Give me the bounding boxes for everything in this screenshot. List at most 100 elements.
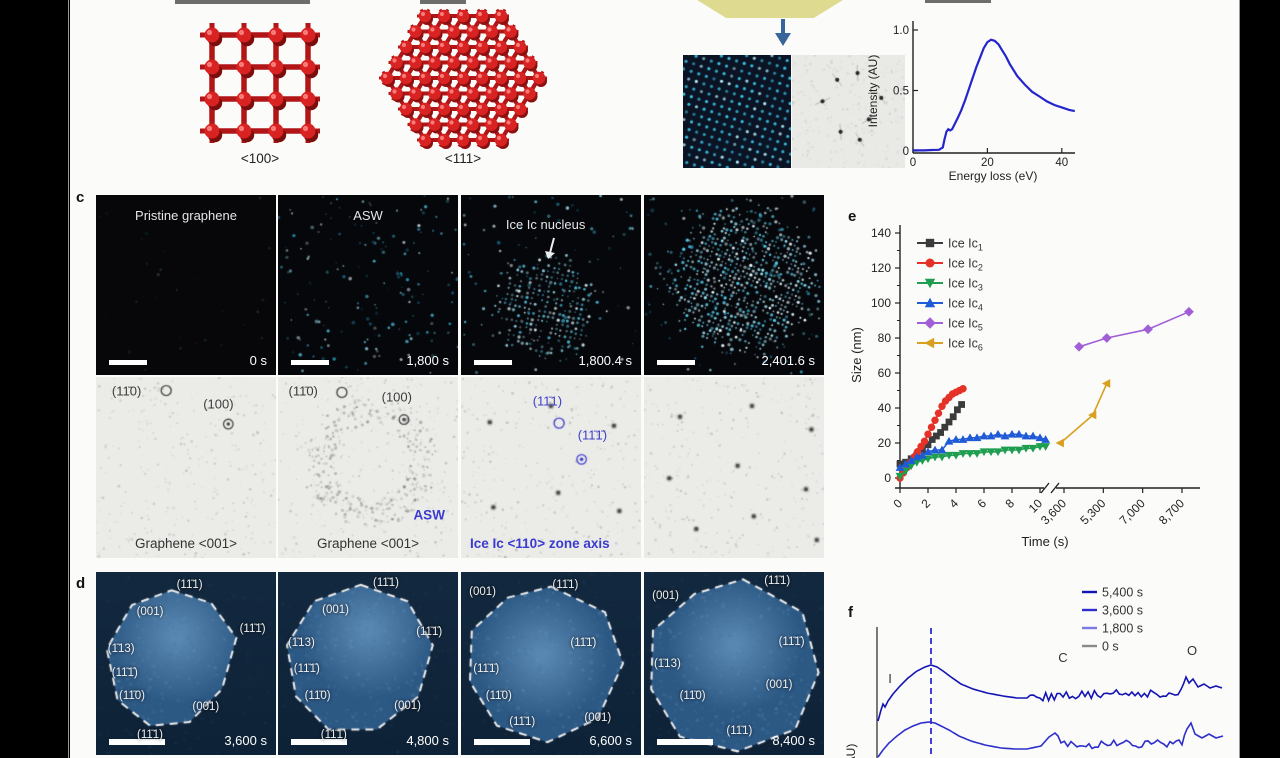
diffraction-canvas (644, 377, 824, 558)
svg-text:100: 100 (871, 296, 891, 310)
stem-lattice-canvas (683, 55, 791, 168)
svg-text:I: I (888, 671, 892, 686)
page-edge-left (68, 0, 69, 758)
timestamp: 2,401.6 s (761, 353, 816, 368)
svg-text:6: 6 (974, 496, 989, 511)
svg-text:4: 4 (946, 496, 961, 511)
beam-arrow-icon (775, 19, 791, 46)
micrograph-title: Ice Ic nucleus (505, 217, 586, 232)
reflection-label: (1̄13) (653, 657, 681, 670)
scale-bar (474, 739, 530, 745)
svg-text:Ice Ic2: Ice Ic2 (948, 257, 983, 273)
micrograph-canvas (461, 195, 641, 375)
lattice-100-caption: <100> (240, 151, 280, 166)
svg-text:40: 40 (878, 401, 892, 415)
scale-bar (474, 360, 512, 365)
cropped-text-remnant (925, 0, 991, 3)
eels-time-series-chart: 5,400 s 3,600 s 1,800 s 0 s I C O Intensity (AU… (845, 586, 1224, 758)
svg-text:O: O (1187, 643, 1197, 658)
reflection-label: (001) (394, 699, 422, 712)
crystal-canvas (96, 572, 276, 755)
svg-text:8,700: 8,700 (1156, 496, 1187, 527)
svg-text:0: 0 (910, 157, 916, 169)
svg-text:80: 80 (878, 331, 892, 345)
micrograph-asw: ASW 1,800 s (278, 195, 458, 375)
reflection-label: (11̄1̄) (778, 635, 805, 648)
svg-text:2: 2 (918, 496, 933, 511)
reflection-label: (1̄13) (287, 637, 315, 650)
micrograph-canvas (96, 195, 276, 375)
scale-bar (109, 739, 165, 745)
micrograph-title: ASW (353, 208, 383, 223)
svg-text:20: 20 (878, 436, 892, 450)
svg-text:0: 0 (884, 471, 891, 485)
reflection-label: (11̄1̄) (570, 637, 597, 650)
reflection-label: (001) (584, 712, 612, 725)
svg-text:Ice Ic3: Ice Ic3 (948, 277, 983, 293)
svg-text:Ice Ic4: Ice Ic4 (948, 297, 983, 313)
reflection-label: (11̄0) (304, 690, 331, 703)
reflection-label: (11̄1̄) (473, 662, 500, 675)
svg-text:0: 0 (890, 496, 905, 511)
timestamp: 3,600 s (224, 733, 267, 748)
svg-text:120: 120 (871, 261, 891, 275)
diffraction-asw: ASW Graphene <001> (11̄0) (100) (278, 377, 458, 558)
timestamp: 8,400 s (772, 733, 815, 748)
reflection-label: (11̄0) (111, 383, 142, 399)
micrograph-title: Pristine graphene (135, 208, 237, 223)
svg-text:1,800 s: 1,800 s (1102, 622, 1143, 636)
asw-label: ASW (413, 507, 445, 523)
micrograph-pristine-graphene: Pristine graphene 0 s (96, 195, 276, 375)
timestamp: 6,600 s (589, 733, 632, 748)
cropped-text-remnant (175, 0, 310, 4)
electron-beam-cone (697, 0, 843, 18)
svg-text:1.0: 1.0 (893, 25, 909, 37)
lattice-100-diagram (200, 23, 320, 143)
reflection-label: (11̄1) (137, 728, 163, 741)
reflection-label: (11̄1) (320, 728, 347, 741)
diffraction-canvas (96, 377, 276, 558)
reflection-label: (100) (381, 389, 412, 405)
fft-pattern-canvas (792, 55, 905, 168)
reflection-label: (11̄1) (764, 575, 791, 588)
svg-text:20: 20 (981, 157, 994, 169)
micrograph-canvas (278, 195, 458, 375)
lattice-111-diagram (379, 8, 547, 149)
reflection-label: (11̄1) (532, 393, 563, 409)
diffraction-caption: Graphene <001> (316, 536, 420, 551)
crystal-image-4: 8,400 s (001) (11̄1) (11̄1̄) (1̄13) (11̄0) (0… (644, 572, 824, 755)
timestamp: 1,800 s (406, 353, 449, 368)
micrograph-ice-nucleus: Ice Ic nucleus 1,800.4 s (461, 195, 641, 375)
reflection-label: (001) (652, 589, 680, 602)
timestamp: 4,800 s (406, 733, 449, 748)
svg-text:Intensity (AU): Intensity (AU) (866, 55, 880, 128)
reflection-label: (100) (203, 396, 234, 412)
panel-letter-d: d (76, 575, 86, 592)
svg-text:Ice Ic5: Ice Ic5 (948, 317, 983, 333)
timestamp: 1,800.4 s (578, 353, 633, 368)
micrograph-canvas (644, 195, 824, 375)
reflection-label: (1̄13) (107, 642, 135, 655)
reflection-label: (11̄1) (176, 578, 203, 591)
svg-text:8: 8 (1002, 496, 1017, 511)
panel-letter-c: c (76, 189, 85, 206)
reflection-label: (11̄1̄) (293, 662, 320, 675)
diffraction-caption: Graphene <001> (134, 536, 238, 551)
scale-bar (109, 360, 147, 365)
svg-text:3,600 s: 3,600 s (1102, 604, 1143, 618)
crystal-image-3: 6,600 s (001) (11̄1) (11̄1̄) (11̄1̄) (11̄0) (… (461, 572, 641, 755)
svg-text:0.5: 0.5 (893, 86, 909, 98)
reflection-label: (11̄1) (726, 725, 753, 738)
reflection-label: (001) (322, 604, 350, 617)
reflection-label: (11̄1̄) (416, 626, 443, 639)
crystal-canvas (644, 572, 824, 755)
stem-lattice-image (683, 55, 791, 168)
svg-text:Time (s): Time (s) (1021, 534, 1068, 549)
svg-text:5,400 s: 5,400 s (1102, 586, 1143, 600)
reflection-label: (001) (469, 586, 497, 599)
reflection-label: (11̄0) (679, 690, 706, 703)
svg-text:0 s: 0 s (1102, 640, 1119, 654)
svg-text:Ice Ic1: Ice Ic1 (948, 237, 983, 253)
